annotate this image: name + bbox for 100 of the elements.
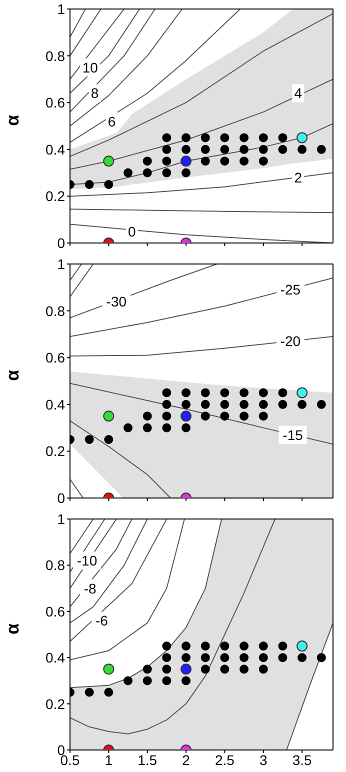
point [162,133,172,142]
point [162,412,172,421]
point [84,688,94,697]
point [103,156,114,167]
point [162,653,172,662]
point [298,653,307,662]
point [182,653,191,662]
point [182,423,191,432]
point [142,664,152,674]
y-tick-label: 0.6 [46,603,66,620]
annotation: 10 [82,60,98,76]
point [296,640,308,652]
point [182,144,191,154]
point [258,642,268,651]
x-tick-label: 1.5 [138,752,158,768]
point [240,412,249,421]
y-tick-label: 0.6 [46,94,66,111]
point [162,642,172,651]
point [182,168,191,178]
point [162,400,172,409]
point [296,132,308,144]
point [124,423,133,432]
point [142,168,152,178]
y-axis-title: α [2,370,22,381]
point [142,156,152,166]
point [298,144,307,154]
y-tick-label: 0 [57,490,66,506]
point [84,180,94,189]
point [316,400,326,409]
point [240,144,249,154]
point [200,653,210,662]
y-tick-label: 0.8 [46,48,66,64]
point [278,133,288,142]
line-series [70,278,333,338]
point [84,435,94,444]
point [240,133,249,142]
x-tick-label: 3.5 [292,752,312,768]
point [142,412,152,421]
point [200,144,210,154]
point [316,653,326,662]
line-series [70,9,183,126]
point [180,156,192,167]
y-tick-label: 0.4 [46,141,66,158]
line-series [70,382,333,445]
y-tick-label: 0.8 [46,557,66,574]
point [220,412,230,421]
y-tick-label: 1 [57,256,66,272]
y-tick-label: 1 [57,510,66,527]
point [182,676,191,686]
point [258,664,268,674]
point [240,400,249,409]
y-tick-label: 0 [57,234,66,251]
line-series [70,336,333,356]
point [200,400,210,409]
y-axis-title: α [2,114,22,126]
y-tick-label: 0.4 [46,650,66,666]
point [258,144,268,154]
point [103,664,114,675]
line-series [70,519,185,660]
annotation: 0 [128,223,136,240]
point [278,653,288,662]
point [200,664,210,674]
point [278,388,288,398]
point [162,144,172,154]
annotation: -6 [95,612,108,629]
x-tick-label: 1 [104,752,113,768]
point [316,144,326,154]
point [200,412,210,421]
point [162,168,172,178]
x-tick-label: 2.5 [214,752,235,768]
y-tick-label: 0.8 [46,302,66,319]
point [200,642,210,651]
point [104,435,114,444]
point [200,133,210,142]
annotation: -8 [84,580,97,596]
line-series [70,420,172,498]
x-tick-label: 3 [259,752,268,768]
annotation: -10 [76,552,98,569]
point [103,410,114,422]
point [162,423,172,432]
point [258,400,268,409]
point [162,388,172,398]
point [240,388,249,398]
point [182,133,191,142]
y-tick-label: 0.2 [46,188,66,204]
point [104,688,114,697]
point [104,180,114,189]
y-tick-label: 0.2 [46,696,66,712]
point [298,400,307,409]
point [220,156,230,166]
line-series [70,519,276,734]
y-tick-label: 1 [57,0,66,17]
point [180,664,192,675]
annotation: -15 [282,426,304,443]
point [180,410,192,422]
point [258,156,268,166]
point [182,388,191,398]
point [220,400,230,409]
point [124,168,133,178]
annotation: 2 [294,169,302,186]
